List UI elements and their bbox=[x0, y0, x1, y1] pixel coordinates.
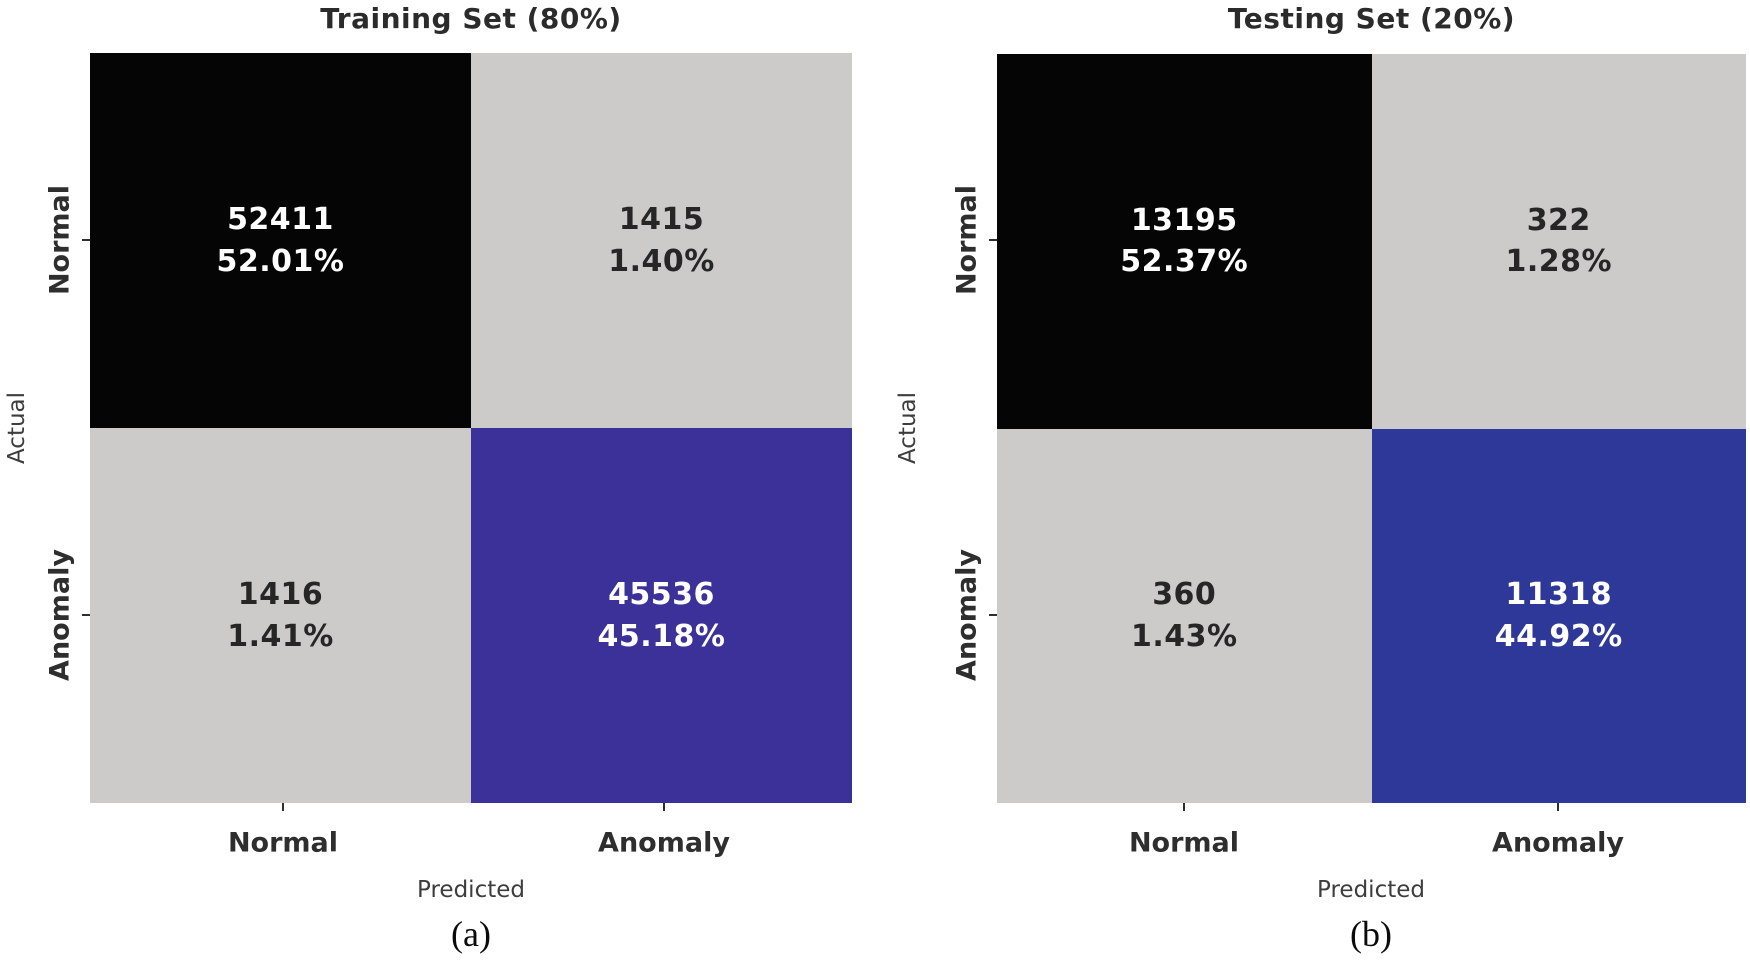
cell-percent: 1.41% bbox=[227, 618, 334, 654]
panel-b-xtick-mark-normal bbox=[1183, 803, 1185, 811]
matrix-cell-a-normal-normal: 52411 52.01% bbox=[90, 53, 471, 428]
panel-a-y-axis-label: Actual bbox=[4, 391, 30, 465]
matrix-cell-a-anomaly-normal: 1416 1.41% bbox=[90, 428, 471, 803]
panel-a-matrix: 52411 52.01% 1415 1.40% 1416 1.41% 45536… bbox=[90, 53, 852, 803]
panel-b-ytick-anomaly: Anomaly bbox=[951, 549, 983, 681]
panel-a-xtick-mark-normal bbox=[282, 803, 284, 811]
cell-percent: 1.43% bbox=[1130, 618, 1238, 654]
panel-b-y-axis-label: Actual bbox=[895, 391, 921, 465]
matrix-cell-b-normal-anomaly: 322 1.28% bbox=[1371, 54, 1746, 429]
cell-percent: 52.37% bbox=[1120, 244, 1249, 280]
cell-count: 1416 bbox=[237, 577, 324, 613]
panel-a-xtick-normal: Normal bbox=[227, 827, 339, 859]
panel-a-ytick-normal: Normal bbox=[44, 184, 76, 296]
matrix-cell-b-anomaly-normal: 360 1.43% bbox=[997, 428, 1372, 803]
cell-count: 45536 bbox=[608, 577, 715, 613]
panel-b-ytick-mark-normal bbox=[989, 239, 997, 241]
matrix-cell-a-normal-anomaly: 1415 1.40% bbox=[471, 53, 852, 428]
matrix-cell-b-anomaly-anomaly: 11318 44.92% bbox=[1371, 428, 1746, 803]
cell-count: 13195 bbox=[1130, 202, 1238, 238]
panel-b-title: Testing Set (20%) bbox=[1227, 2, 1516, 35]
panel-a-title: Training Set (80%) bbox=[320, 2, 622, 35]
panel-a-ytick-mark-anomaly bbox=[82, 614, 90, 616]
panel-a-caption: (a) bbox=[451, 914, 491, 954]
cell-percent: 52.01% bbox=[216, 243, 345, 279]
cell-count: 360 bbox=[1152, 577, 1217, 613]
cell-count: 1415 bbox=[618, 202, 705, 238]
matrix-cell-b-normal-normal: 13195 52.37% bbox=[997, 54, 1372, 429]
matrix-cell-a-anomaly-anomaly: 45536 45.18% bbox=[471, 428, 852, 803]
cell-count: 322 bbox=[1526, 202, 1591, 238]
panel-b-xtick-anomaly: Anomaly bbox=[1492, 827, 1624, 859]
panel-a-xtick-anomaly: Anomaly bbox=[598, 827, 730, 859]
panel-b-ytick-mark-anomaly bbox=[989, 614, 997, 616]
panel-a-xtick-mark-anomaly bbox=[663, 803, 665, 811]
panel-b-xtick-mark-anomaly bbox=[1557, 803, 1559, 811]
cell-percent: 1.28% bbox=[1505, 244, 1613, 280]
panel-a-ytick-mark-normal bbox=[82, 239, 90, 241]
cell-percent: 45.18% bbox=[597, 618, 726, 654]
cell-percent: 1.40% bbox=[608, 243, 715, 279]
panel-b-matrix: 13195 52.37% 322 1.28% 360 1.43% 11318 4… bbox=[997, 54, 1746, 803]
panel-a-ytick-anomaly: Anomaly bbox=[44, 549, 76, 681]
cell-percent: 44.92% bbox=[1494, 618, 1623, 654]
panel-b-xtick-normal: Normal bbox=[1128, 827, 1240, 859]
panel-b-caption: (b) bbox=[1350, 914, 1392, 954]
panel-a-x-axis-label: Predicted bbox=[417, 877, 525, 903]
panel-b-x-axis-label: Predicted bbox=[1317, 877, 1425, 903]
cell-count: 11318 bbox=[1505, 577, 1613, 613]
panel-b-ytick-normal: Normal bbox=[951, 184, 983, 296]
cell-count: 52411 bbox=[227, 202, 334, 238]
